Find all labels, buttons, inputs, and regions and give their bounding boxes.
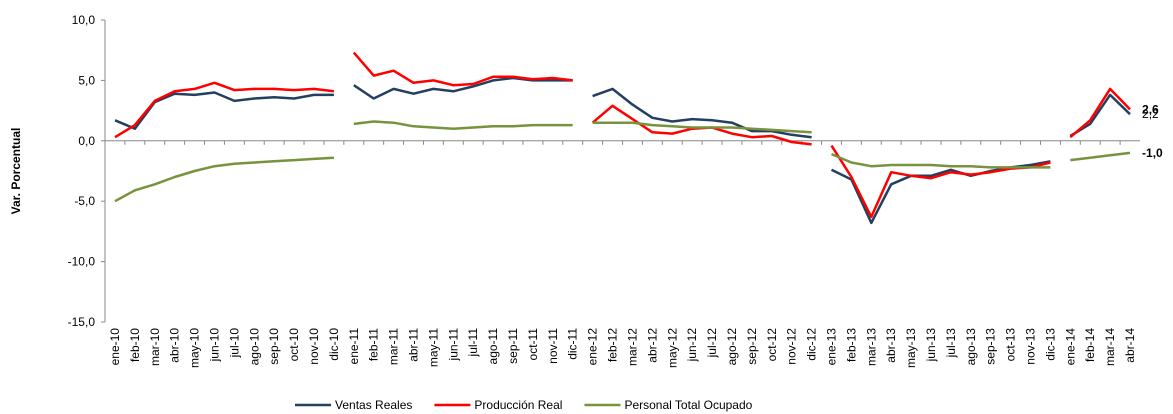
y-tick-label: 5,0	[78, 73, 95, 87]
x-tick-label: feb-10	[128, 328, 142, 362]
x-tick-label: ene-11	[347, 328, 361, 365]
x-tick-label: oct-10	[287, 328, 301, 362]
x-tick-label: feb-14	[1083, 328, 1097, 362]
x-tick-label: oct-12	[765, 328, 779, 362]
x-tick-label: mar-12	[625, 328, 639, 366]
x-tick-label: may-11	[426, 328, 440, 367]
x-tick-label: sep-11	[506, 328, 520, 364]
x-tick-label: jul-12	[705, 328, 719, 359]
x-tick-label: nov-13	[1024, 328, 1038, 365]
legend-label: Producción Real	[474, 398, 562, 412]
x-tick-label: abr-10	[168, 328, 182, 363]
x-tick-label: nov-12	[785, 328, 799, 365]
x-tick-label: dic-12	[805, 328, 819, 361]
y-tick-label: -5,0	[74, 194, 95, 208]
series-line	[114, 120, 1131, 203]
x-tick-label: abr-13	[884, 328, 898, 363]
x-tick-label: may-12	[665, 328, 679, 368]
x-tick-label: mar-14	[1103, 328, 1117, 366]
x-tick-label: may-13	[904, 328, 918, 368]
x-tick-label: ene-10	[108, 328, 122, 366]
x-tick-label: abr-12	[645, 328, 659, 363]
x-tick-label: feb-12	[606, 328, 620, 362]
x-tick-label: ene-13	[824, 328, 838, 366]
x-tick-label: nov-11	[546, 328, 560, 364]
x-tick-label: mar-13	[864, 328, 878, 366]
y-tick-label: 10,0	[72, 13, 96, 27]
x-tick-label: ago-10	[247, 328, 261, 366]
x-tick-label: ene-14	[1063, 328, 1077, 366]
x-tick-label: jul-10	[227, 328, 241, 359]
y-axis-label: Var. Porcentual	[9, 128, 23, 215]
x-tick-label: nov-10	[307, 328, 321, 365]
x-tick-label: sep-12	[745, 328, 759, 365]
x-tick-label: jul-13	[944, 328, 958, 359]
series-line	[114, 76, 1131, 225]
x-tick-label: abr-11	[407, 328, 421, 362]
x-tick-label: oct-11	[526, 328, 540, 361]
x-tick-label: ago-11	[486, 328, 500, 365]
x-tick-label: feb-11	[367, 328, 381, 361]
x-tick-label: feb-13	[844, 328, 858, 362]
x-tick-label: mar-11	[387, 328, 401, 365]
x-tick-label: jun-13	[924, 328, 938, 363]
x-tick-label: ago-13	[964, 328, 978, 366]
x-tick-label: sep-13	[984, 328, 998, 365]
x-tick-label: jun-10	[207, 328, 221, 363]
x-tick-label: jul-11	[466, 328, 480, 358]
value-label: 2,6	[1142, 102, 1159, 116]
x-tick-label: jun-11	[446, 328, 460, 362]
x-tick-label: dic-13	[1043, 328, 1057, 361]
x-tick-label: abr-14	[1123, 328, 1137, 363]
x-tick-label: sep-10	[267, 328, 281, 365]
x-tick-label: ago-12	[725, 328, 739, 366]
x-tick-label: oct-13	[1004, 328, 1018, 362]
y-tick-label: -15,0	[68, 315, 96, 329]
x-tick-label: ene-12	[586, 328, 600, 366]
value-label: -1,0	[1142, 146, 1163, 160]
x-tick-label: jun-12	[685, 328, 699, 363]
x-tick-label: dic-11	[566, 328, 580, 360]
y-tick-label: -10,0	[68, 255, 96, 269]
y-tick-label: 0,0	[78, 134, 95, 148]
legend-label: Ventas Reales	[335, 398, 412, 412]
legend-label: Personal Total Ocupado	[624, 398, 752, 412]
x-tick-label: may-10	[188, 328, 202, 368]
x-tick-label: mar-10	[148, 328, 162, 366]
series-line	[114, 51, 1131, 219]
x-tick-label: dic-10	[327, 328, 341, 361]
value-label: 2,2	[1142, 107, 1159, 121]
